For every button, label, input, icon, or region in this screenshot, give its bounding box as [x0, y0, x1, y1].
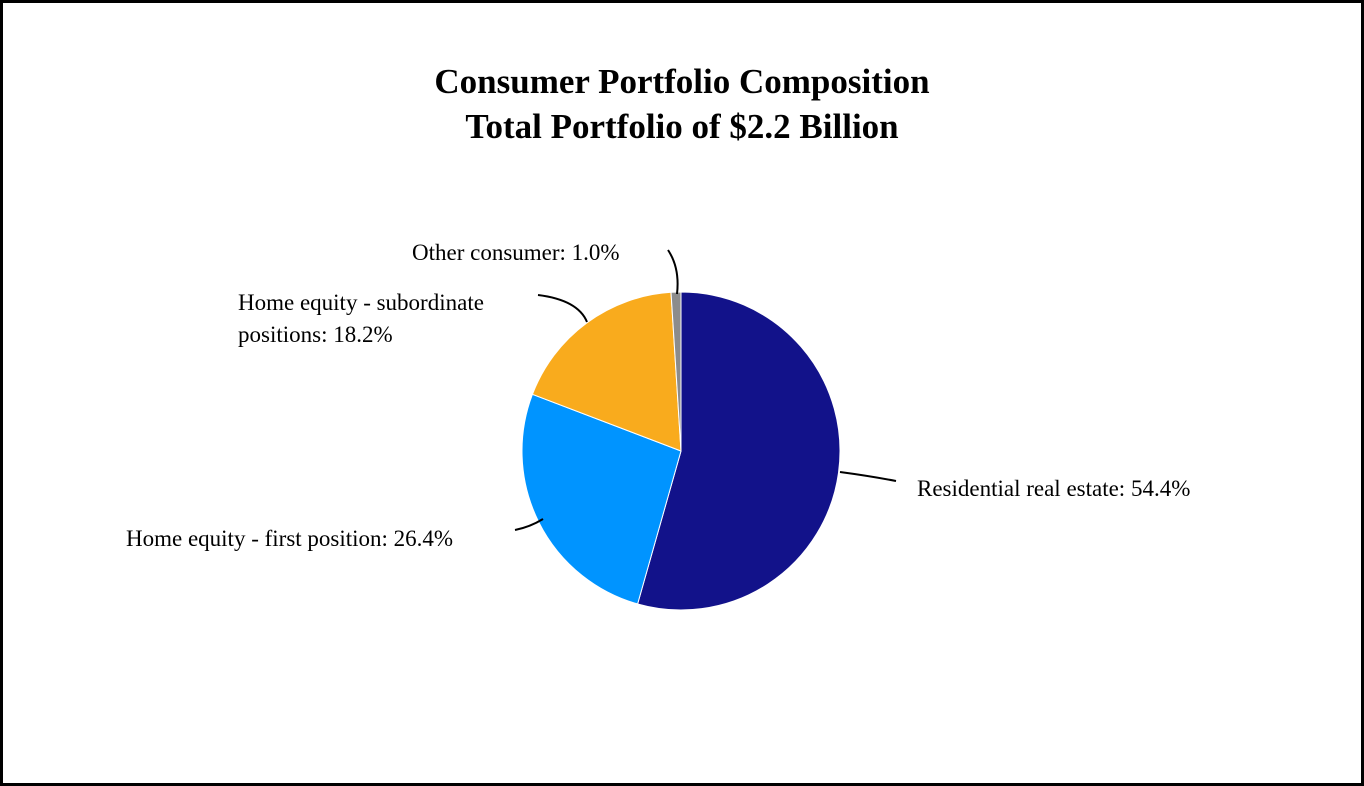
leader-line: [537, 294, 588, 323]
chart-subtitle: Total Portfolio of $2.2 Billion: [465, 107, 899, 146]
pie-slice: [531, 291, 682, 452]
slice-label: Home equity - first position: 26.4%: [126, 526, 453, 551]
slice-label-line: Residential real estate: 54.4%: [917, 476, 1190, 501]
chart-title: Consumer Portfolio Composition: [434, 62, 930, 101]
pie-slice: [670, 291, 682, 452]
leader-line: [839, 471, 897, 482]
leader-line: [514, 518, 544, 531]
slice-labels: Residential real estate: 54.4% Home equit…: [126, 240, 1190, 551]
slice-label-line: positions: 18.2%: [238, 322, 393, 347]
pie-slices: [521, 291, 841, 611]
pie-slice: [636, 291, 841, 611]
slice-label-line: Other consumer: 1.0%: [412, 240, 620, 265]
slice-label-line: Home equity - subordinate: [238, 290, 484, 315]
slice-label: Home equity - subordinate positions: 18.2…: [238, 290, 484, 347]
slice-label: Other consumer: 1.0%: [412, 240, 620, 265]
leader-lines: [514, 249, 897, 531]
slice-label-line: Home equity - first position: 26.4%: [126, 526, 453, 551]
leader-line: [667, 249, 679, 295]
slice-label: Residential real estate: 54.4%: [917, 476, 1190, 501]
